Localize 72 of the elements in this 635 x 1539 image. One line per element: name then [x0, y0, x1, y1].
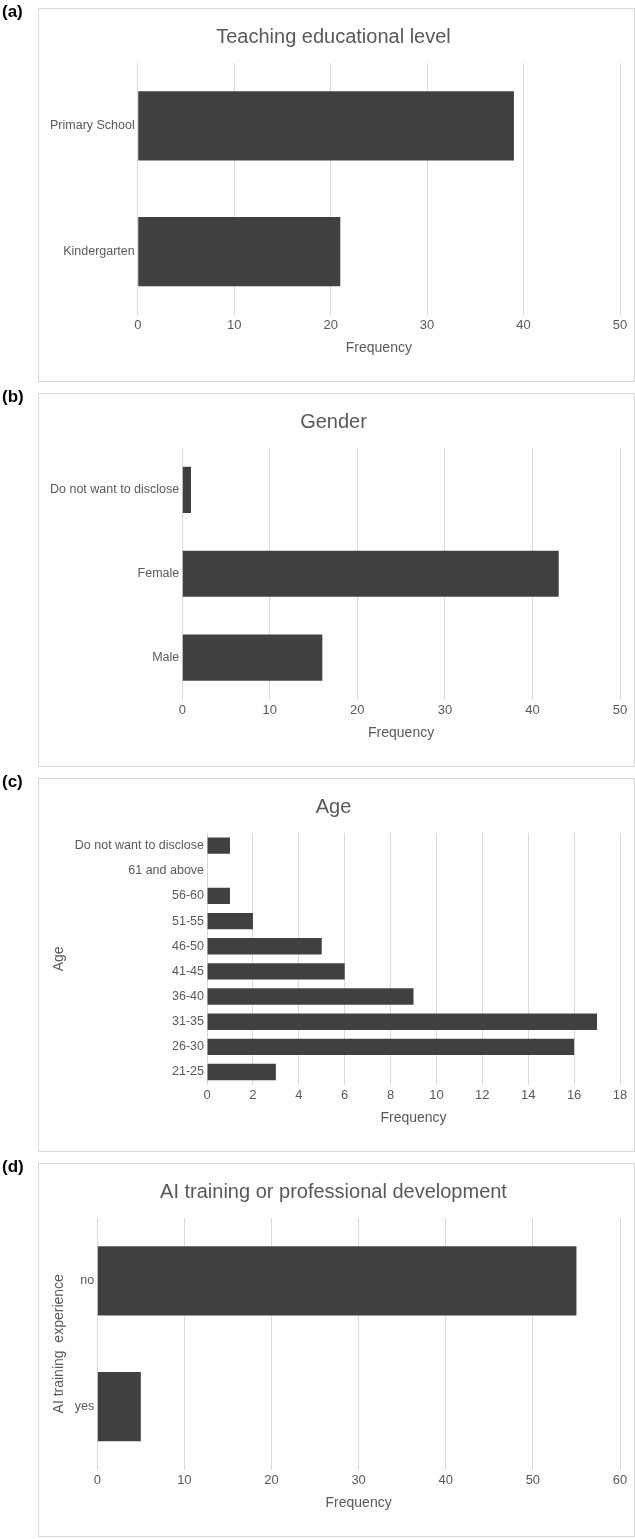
x-axis-title: Frequency	[380, 1109, 447, 1126]
x-tick-label: 8	[386, 1086, 395, 1102]
bar	[207, 912, 253, 930]
chart-title: AI training or professional development	[160, 1179, 508, 1202]
x-tick-label: 30	[351, 1471, 366, 1487]
x-axis-title: Frequency	[368, 724, 435, 741]
bar	[207, 938, 322, 955]
bar	[207, 1063, 276, 1081]
x-tick-label: 40	[438, 1471, 453, 1487]
chart-title: Gender	[300, 409, 368, 432]
chart-title: Age	[315, 794, 352, 817]
y-axis-title: Age	[50, 946, 67, 972]
y-axis-title: AI training experience	[50, 1273, 67, 1414]
x-tick-label: 0	[203, 1086, 211, 1102]
x-tick-label: 18	[612, 1086, 628, 1102]
x-tick-label: 10	[262, 701, 278, 717]
bar	[182, 466, 191, 513]
bar	[207, 988, 414, 1005]
x-tick-label: 50	[612, 701, 628, 717]
x-axis-title: Frequency	[325, 1494, 392, 1511]
y-tick-label: Male	[152, 650, 180, 665]
x-tick-label: 6	[341, 1086, 349, 1102]
x-axis-title: Frequency	[345, 339, 412, 356]
x-tick-label: 60	[612, 1471, 628, 1487]
y-tick-label: Kindergarten	[63, 244, 135, 259]
x-tick-label: 20	[264, 1471, 279, 1487]
y-tick-label: no	[80, 1273, 95, 1288]
bar	[207, 1038, 575, 1056]
x-tick-label: 10	[429, 1086, 444, 1102]
chart-title: Teaching educational level	[216, 24, 451, 47]
x-tick-label: 0	[134, 316, 142, 332]
y-tick-label: 36-40	[172, 988, 205, 1003]
x-tick-label: 30	[437, 701, 453, 717]
x-tick-label: 10	[177, 1471, 192, 1487]
text: (d)	[2, 1157, 24, 1177]
y-tick-label: Do not want to disclose	[49, 482, 180, 497]
bar	[207, 887, 230, 905]
text: (c)	[2, 772, 23, 792]
x-tick-label: 20	[350, 701, 365, 717]
y-tick-label: Do not want to disclose	[74, 838, 205, 853]
bar	[182, 634, 323, 681]
bar	[182, 550, 559, 597]
x-tick-label: 10	[226, 316, 242, 332]
x-tick-label: 16	[566, 1086, 582, 1102]
x-tick-label: 12	[475, 1086, 490, 1102]
bar	[207, 963, 345, 980]
x-tick-label: 2	[249, 1086, 257, 1102]
x-tick-label: 40	[525, 701, 540, 717]
y-tick-label: Primary School	[50, 118, 135, 133]
x-tick-label: 0	[93, 1471, 101, 1487]
bar	[207, 837, 230, 854]
x-tick-label: 0	[178, 701, 186, 717]
y-tick-label: 51-55	[172, 913, 205, 928]
y-tick-label: 21-25	[172, 1064, 205, 1079]
x-tick-label: 14	[521, 1086, 536, 1102]
y-tick-label: 31-35	[172, 1014, 205, 1029]
x-tick-label: 20	[323, 316, 338, 332]
y-tick-label: 46-50	[172, 938, 205, 953]
y-tick-label: 26-30	[172, 1039, 205, 1054]
y-tick-label: 41-45	[172, 963, 205, 978]
text: (a)	[2, 2, 23, 22]
y-tick-label: Female	[137, 566, 180, 581]
x-tick-label: 50	[612, 316, 628, 332]
x-tick-label: 30	[419, 316, 435, 332]
y-tick-label: 56-60	[172, 888, 205, 903]
y-tick-label: yes	[74, 1399, 95, 1414]
bar	[207, 1013, 598, 1030]
x-tick-label: 40	[516, 316, 531, 332]
text: (b)	[2, 387, 24, 407]
x-tick-label: 50	[525, 1471, 541, 1487]
x-tick-label: 4	[295, 1086, 303, 1102]
y-tick-label: 61 and above	[128, 863, 205, 878]
